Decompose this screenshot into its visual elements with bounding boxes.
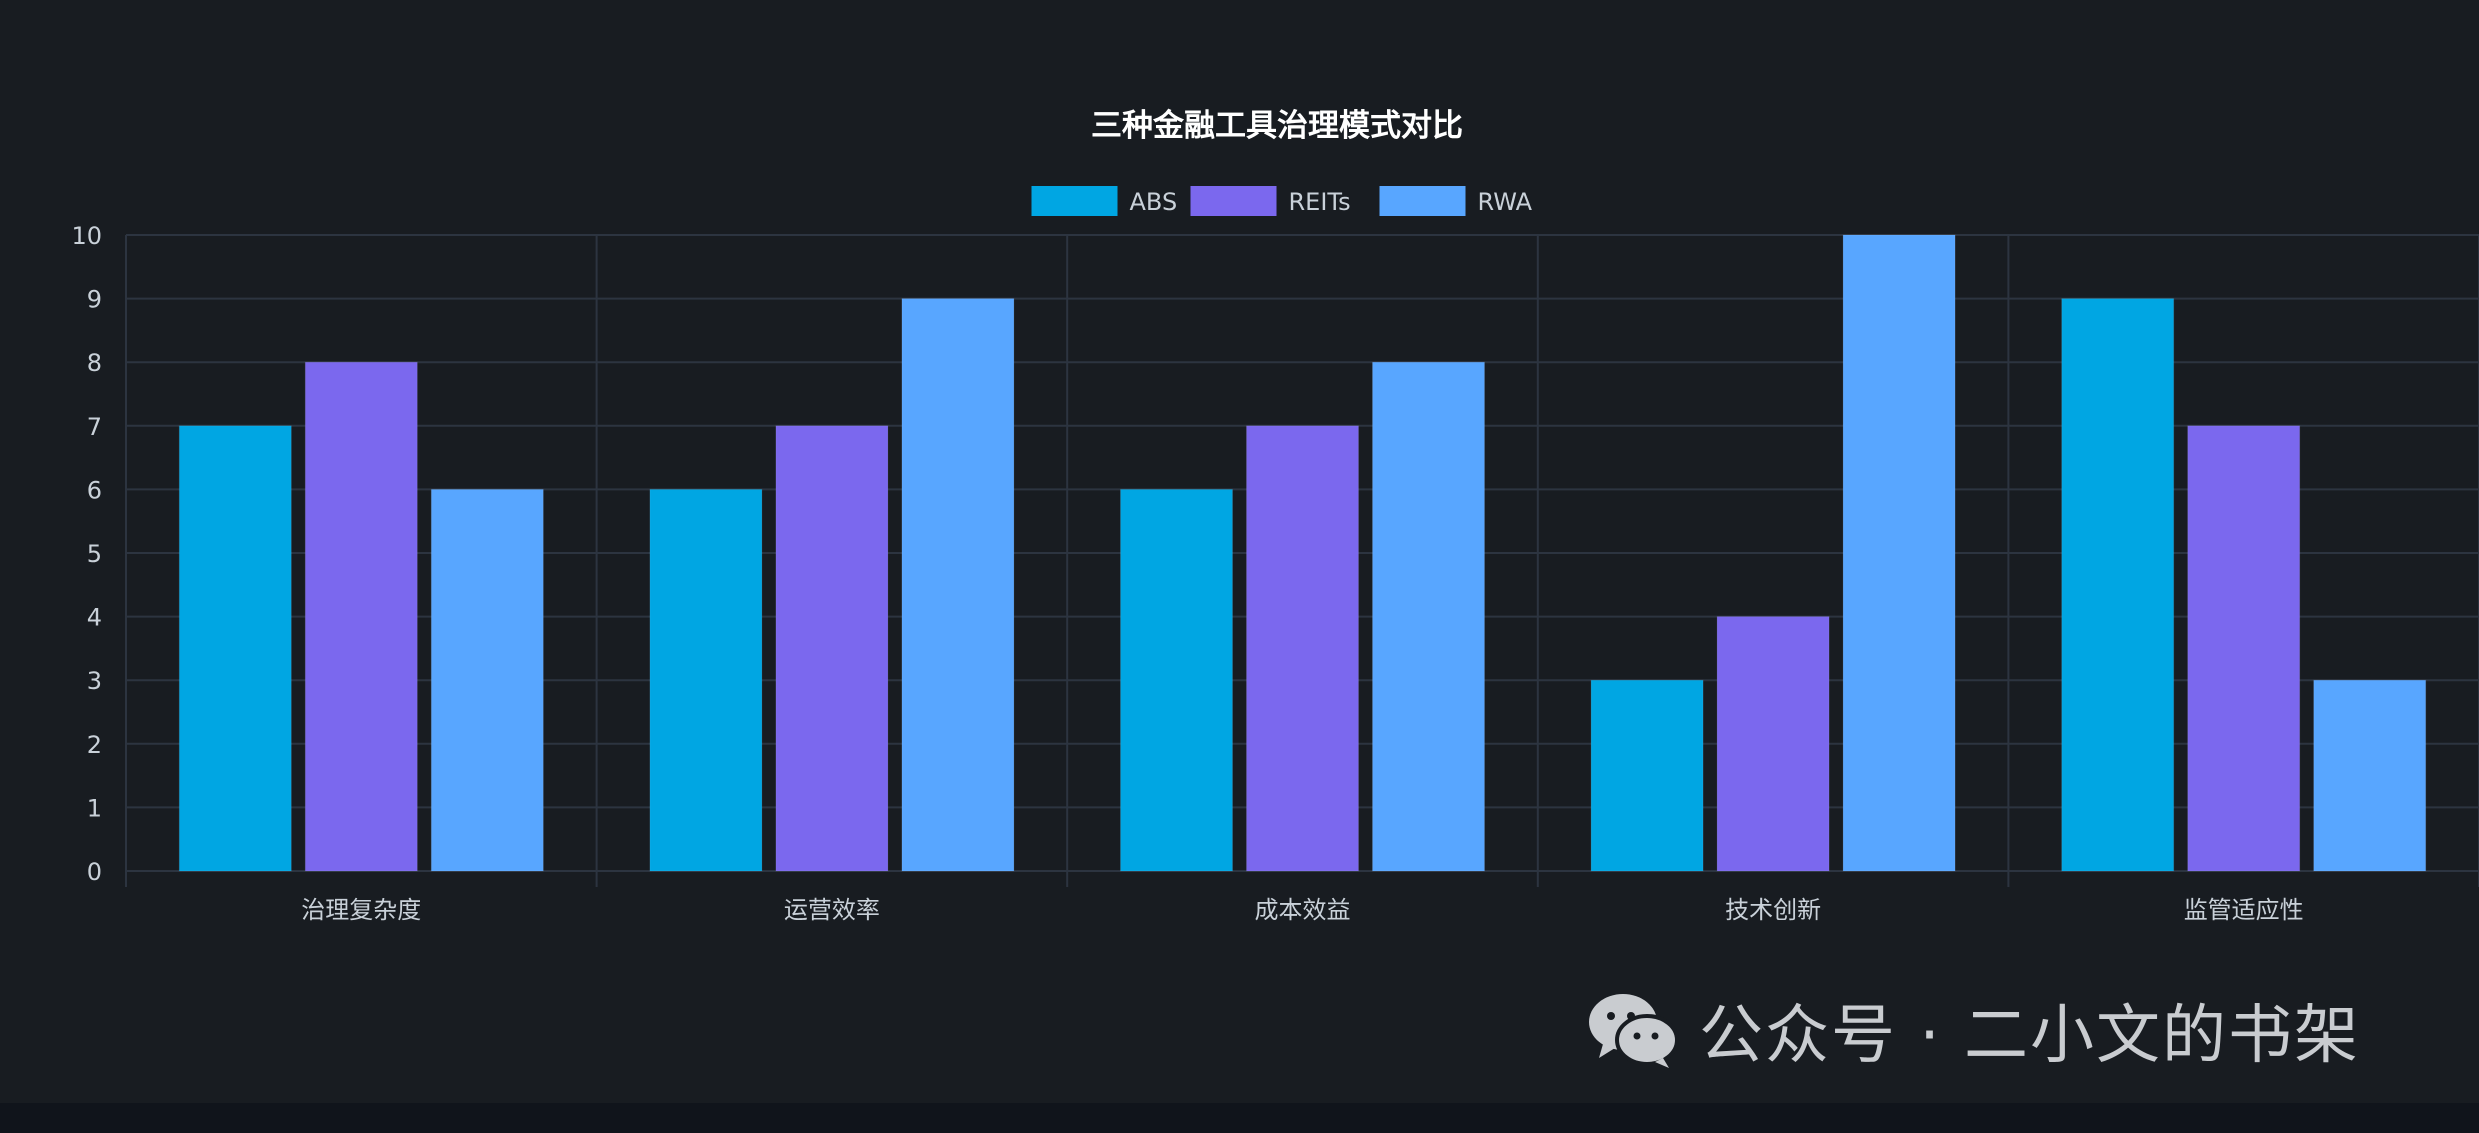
y-tick-label: 9 — [87, 286, 102, 314]
bar-abs-2 — [649, 488, 763, 872]
legend-swatch-rwa — [1379, 186, 1466, 216]
bar-rwa-5 — [2313, 679, 2427, 872]
bar-abs-1 — [178, 425, 292, 872]
bar-rwa-3 — [1372, 361, 1485, 872]
y-tick-label: 1 — [87, 794, 102, 822]
bar-reits-5 — [2187, 425, 2301, 872]
chart-title: 三种金融工具治理模式对比 — [1091, 108, 1463, 144]
x-tick-label: 技术创新 — [1725, 896, 1821, 924]
bar-abs-5 — [2061, 298, 2175, 872]
watermark: 公众号 · 二小文的书架 — [1585, 985, 2360, 1075]
x-tick-label: 成本效益 — [1255, 896, 1351, 924]
y-tick-label: 10 — [71, 222, 102, 250]
bar-rwa-1 — [430, 488, 544, 872]
x-tick-label: 监管适应性 — [2184, 896, 2304, 924]
bar-rwa-2 — [901, 298, 1015, 872]
y-tick-label: 8 — [87, 349, 102, 377]
bar-reits-3 — [1246, 425, 1359, 872]
bar-chart: 三种金融工具治理模式对比 0 1 2 3 4 5 6 7 8 9 10 治理复杂度 运营效率 成本效益 技… — [71, 108, 2479, 924]
y-tick-label: 2 — [87, 731, 102, 759]
y-tick-label: 7 — [87, 413, 102, 441]
bar-reits-1 — [304, 361, 418, 872]
bottom-bar — [0, 1103, 2479, 1133]
y-tick-label: 6 — [87, 476, 102, 504]
bar-abs-4 — [1590, 679, 1704, 872]
bar-reits-2 — [775, 425, 889, 872]
y-axis: 0 1 2 3 4 5 6 7 8 9 10 — [71, 222, 102, 886]
legend-swatch-abs — [1031, 186, 1118, 216]
y-tick-label: 5 — [87, 540, 102, 568]
y-tick-label: 3 — [87, 667, 102, 695]
legend-swatch-reits — [1190, 186, 1277, 216]
bar-rwa-4 — [1842, 234, 1956, 872]
bars — [178, 234, 2427, 872]
legend-label-reits: REITs — [1289, 188, 1351, 216]
watermark-text: 公众号 · 二小文的书架 — [1699, 999, 2361, 1073]
bar-reits-4 — [1716, 616, 1830, 872]
bar-abs-3 — [1120, 488, 1233, 872]
y-tick-label: 0 — [87, 858, 102, 886]
legend-label-rwa: RWA — [1478, 188, 1533, 216]
wechat-icon — [1589, 994, 1679, 1068]
x-tick-label: 运营效率 — [784, 896, 880, 924]
x-axis: 治理复杂度 运营效率 成本效益 技术创新 监管适应性 — [301, 896, 2303, 924]
y-tick-label: 4 — [87, 604, 102, 632]
legend: ABS REITs RWA — [1031, 186, 1533, 216]
x-tick-label: 治理复杂度 — [301, 896, 421, 924]
legend-label-abs: ABS — [1130, 188, 1178, 216]
